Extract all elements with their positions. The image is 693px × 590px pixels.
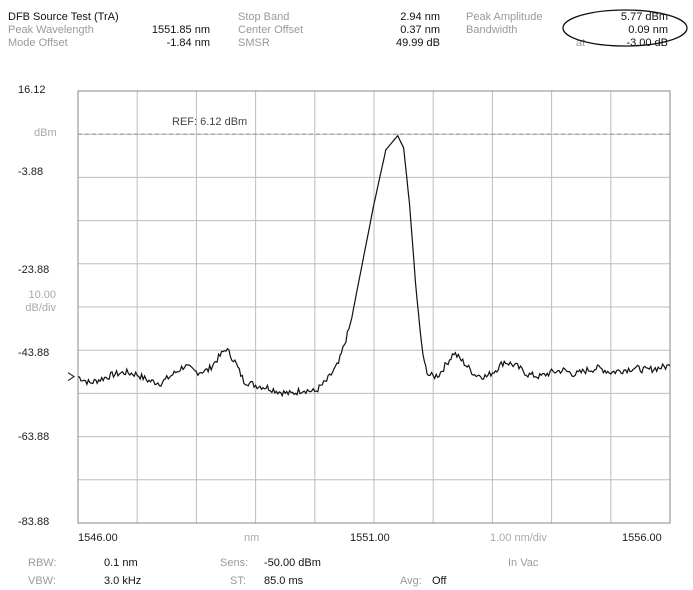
vbw-value: 3.0 kHz bbox=[104, 575, 142, 587]
x-scale-label: 1.00 nm/div bbox=[490, 532, 547, 544]
smsr-value: 49.99 dB bbox=[395, 37, 440, 49]
x-tick-label: 1546.00 bbox=[78, 532, 118, 544]
vbw-label: VBW: bbox=[28, 575, 56, 587]
y-tick-label: -43.88 bbox=[18, 347, 50, 359]
bandwidth-at-label: at bbox=[576, 37, 586, 49]
y-scale-text: 10.00 dB/div bbox=[25, 289, 56, 314]
chart-title: DFB Source Test (TrA) bbox=[8, 11, 119, 23]
sens-value: -50.00 dBm bbox=[264, 557, 321, 569]
stop-band-label: Stop Band bbox=[238, 11, 290, 23]
x-tick-label: 1556.00 bbox=[622, 532, 662, 544]
highlight-ellipse bbox=[562, 9, 688, 47]
spectrum-trace bbox=[77, 134, 671, 398]
mode-offset-value: -1.84 nm bbox=[166, 37, 210, 49]
st-label: ST: bbox=[230, 575, 246, 587]
y-tick-label: -83.88 bbox=[18, 516, 50, 528]
plot-frame bbox=[77, 90, 671, 524]
y-tick-label: -3.88 bbox=[18, 166, 44, 178]
y-tick-label: -23.88 bbox=[18, 264, 50, 276]
peak-wavelength-label: Peak Wavelength bbox=[8, 24, 94, 36]
avg-value: Off bbox=[432, 575, 447, 587]
peak-wavelength-value: 1551.85 nm bbox=[151, 24, 210, 36]
x-unit-label: nm bbox=[244, 532, 260, 544]
bandwidth-label: Bandwidth bbox=[466, 24, 518, 36]
mode-offset-label: Mode Offset bbox=[8, 37, 68, 49]
center-offset-label: Center Offset bbox=[238, 24, 304, 36]
y-scale-label: 10.00 dB/div bbox=[20, 289, 56, 315]
peak-amplitude-value: 5.77 dBm bbox=[620, 11, 668, 23]
smsr-label: SMSR bbox=[238, 37, 270, 49]
x-tick-label: 1551.00 bbox=[350, 532, 390, 544]
rbw-value: 0.1 nm bbox=[104, 557, 138, 569]
center-offset-value: 0.37 nm bbox=[400, 24, 440, 36]
avg-label: Avg: bbox=[400, 575, 422, 587]
y-tick-label: -63.88 bbox=[18, 431, 50, 443]
in-vac-label: In Vac bbox=[508, 557, 539, 569]
level-marker-icon bbox=[67, 372, 76, 382]
stop-band-value: 2.94 nm bbox=[400, 11, 440, 23]
peak-amplitude-label: Peak Amplitude bbox=[466, 11, 543, 23]
sens-label: Sens: bbox=[220, 557, 249, 569]
st-value: 85.0 ms bbox=[264, 575, 304, 587]
ref-label: REF: 6.12 dBm bbox=[172, 116, 248, 128]
y-tick-label: 16.12 bbox=[18, 84, 46, 96]
rbw-label: RBW: bbox=[28, 557, 57, 569]
bandwidth-value: 0.09 nm bbox=[628, 24, 668, 36]
y-unit-label: dBm bbox=[34, 127, 57, 139]
